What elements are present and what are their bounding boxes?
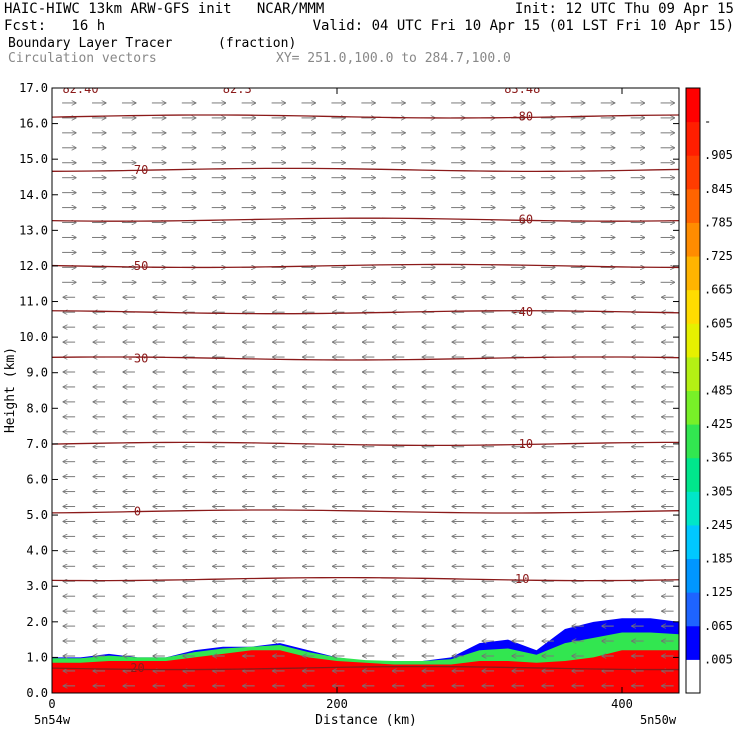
contour-label: 10: [515, 572, 529, 586]
colorbar-swatch: [686, 390, 700, 425]
colorbar-label: .665: [704, 283, 733, 297]
contour-label: -50: [127, 259, 149, 273]
contour-line: [52, 217, 679, 222]
colorbar-swatch: [686, 323, 700, 358]
colorbar-swatch: [686, 491, 700, 526]
contour-label: 20: [130, 661, 144, 675]
colorbar-label: .305: [704, 484, 733, 498]
y-tick-label: 12.0: [19, 259, 48, 273]
colorbar-label: .185: [704, 552, 733, 566]
contour-line: [52, 665, 679, 671]
colorbar-label: .605: [704, 316, 733, 330]
colorbar-label: .785: [704, 215, 733, 229]
x-tick-label: 0: [48, 697, 55, 711]
colorbar-swatch: [686, 289, 700, 324]
y-tick-label: 11.0: [19, 295, 48, 309]
colorbar-swatch: [686, 222, 700, 257]
contour-label: -80: [511, 109, 533, 123]
colorbar-label: .245: [704, 518, 733, 532]
contour-label: -10: [511, 437, 533, 451]
colorbar-swatch: [686, 155, 700, 190]
contour-label: -30: [127, 351, 149, 365]
contour-line: [52, 509, 679, 514]
cross-section-endpoints: XY= 251.0,100.0 to 284.7,100.0: [276, 51, 511, 66]
contour-label: 0: [134, 505, 141, 519]
y-tick-label: 14.0: [19, 188, 48, 202]
colorbar-label: .905: [704, 148, 733, 162]
header-title: HAIC-HIWC 13km ARW-GFS init NCAR/MMM: [4, 1, 325, 17]
y-tick-label: 6.0: [26, 472, 48, 486]
colorbar-label: .365: [704, 451, 733, 465]
colorbar-swatch: [686, 256, 700, 291]
contour-line: [52, 441, 679, 447]
header-valid-time: Valid: 04 UTC Fri 10 Apr 15 (01 LST Fri …: [312, 18, 734, 34]
colorbar-swatch: [686, 625, 700, 660]
y-tick-label: 7.0: [26, 437, 48, 451]
header-init-time: Init: 12 UTC Thu 09 Apr 15: [514, 1, 734, 17]
axes: 0.0 1.0 2.0 3.0 4.0 5.0 6.0 7.0 8.0 9.0 10.0 11.0 12…: [19, 81, 679, 711]
top-edge-label: 83.48: [504, 82, 540, 96]
colorbar-swatch: [686, 121, 700, 156]
y-tick-label: 8.0: [26, 401, 48, 415]
y-tick-label: 13.0: [19, 223, 48, 237]
colorbar-label: .845: [704, 182, 733, 196]
colorbar-swatch: [686, 188, 700, 223]
colorbar-label: .425: [704, 417, 733, 431]
colorbar-label: .725: [704, 249, 733, 263]
colorbar-swatch: [686, 659, 700, 694]
colorbar: .005 .065 .125 .185 .245 .305 .365 .425 .485 .545…: [685, 87, 733, 694]
plot-frame: [51, 87, 680, 694]
y-tick-label: 5.0: [26, 508, 48, 522]
colorbar-label: .005: [704, 652, 733, 666]
x-tick-label: 400: [611, 697, 633, 711]
colorbar-swatch: [686, 356, 700, 391]
y-tick-label: 3.0: [26, 579, 48, 593]
y-tick-label: 9.0: [26, 366, 48, 380]
colorbar-swatch: [686, 524, 700, 560]
colorbar-label: .485: [704, 384, 733, 398]
y-tick-label: 15.0: [19, 152, 48, 166]
circulation-vectors: [62, 103, 675, 686]
vectors-label: Circulation vectors: [8, 51, 157, 66]
temperature-contours: 20 10 0 -10 -30 -40 -50 -60 -70 -80 82.40 82.3 83.48: [52, 82, 679, 675]
y-tick-label: 10.0: [19, 330, 48, 344]
field-name: Boundary Layer Tracer: [8, 36, 173, 51]
colorbar-label: -: [704, 115, 711, 129]
contour-label: -40: [511, 305, 533, 319]
field-units: (fraction): [218, 36, 297, 51]
contour-label: -70: [127, 163, 149, 177]
x-tick-label: 200: [326, 697, 348, 711]
top-edge-label: 82.3: [223, 82, 252, 96]
y-tick-label: 17.0: [19, 81, 48, 95]
contour-line: [52, 114, 679, 119]
colorbar-label: .125: [704, 585, 733, 599]
y-tick-label: 2.0: [26, 615, 48, 629]
x-start-label: 5n54w: [34, 713, 71, 727]
header-forecast-hour: Fcst: 16 h: [4, 18, 106, 34]
colorbar-label: .065: [704, 619, 733, 633]
y-axis-title: Height (km): [3, 347, 18, 433]
y-tick-label: 16.0: [19, 117, 48, 131]
colorbar-swatch: [686, 592, 700, 627]
top-edge-label: 82.40: [62, 82, 98, 96]
colorbar-swatch: [686, 88, 700, 123]
contour-line: [52, 310, 679, 315]
y-tick-label: 0.0: [26, 686, 48, 700]
colorbar-frame: [685, 87, 701, 694]
colorbar-label: .545: [704, 350, 733, 364]
contour-line: [52, 263, 679, 269]
y-tick-label: 1.0: [26, 650, 48, 664]
x-end-label: 5n50w: [640, 713, 677, 727]
contour-line: [52, 576, 679, 582]
contour-line: [52, 167, 679, 173]
y-tick-label: 4.0: [26, 544, 48, 558]
colorbar-swatch: [686, 457, 700, 492]
contour-line: [52, 356, 679, 361]
contour-label: -60: [511, 213, 533, 227]
colorbar-swatch: [686, 558, 700, 593]
colorbar-swatch: [686, 424, 700, 459]
x-axis-title: Distance (km): [315, 713, 417, 728]
